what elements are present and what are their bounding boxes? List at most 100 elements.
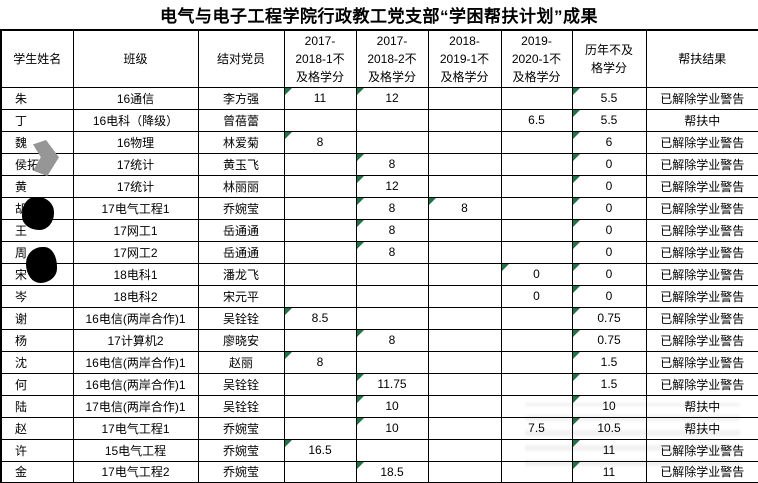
col-header-party-member: 结对党员 bbox=[197, 29, 285, 88]
table-row: 周 17网工2 岳通通 8 0 已解除学业警告 bbox=[0, 240, 758, 264]
error-indicator-triangle-icon bbox=[573, 110, 580, 117]
failed-credits-value: 11 bbox=[602, 464, 616, 479]
assist-result-cell: 已解除学业警告 bbox=[645, 218, 758, 242]
failed-credits-cell bbox=[355, 438, 429, 462]
party-member-cell: 乔婉莹 bbox=[197, 196, 285, 220]
party-member-cell: 李方强 bbox=[197, 86, 285, 110]
failed-credits-cell bbox=[283, 284, 357, 308]
assist-result-cell: 已解除学业警告 bbox=[645, 372, 758, 396]
error-indicator-triangle-icon bbox=[357, 330, 364, 337]
failed-credits-cell bbox=[500, 394, 573, 418]
failed-credits-cell: 5.5 bbox=[571, 86, 647, 110]
failed-credits-value: 11 bbox=[602, 443, 616, 457]
failed-credits-cell bbox=[283, 174, 357, 198]
col-header-term-2019-1: 2019- 2020-1不 及格学分 bbox=[500, 29, 573, 88]
party-member-cell: 吴铨铨 bbox=[197, 306, 285, 330]
failed-credits-cell bbox=[427, 240, 502, 264]
page-title: 电气与电子工程学院行政教工党支部“学困帮扶计划”成果 bbox=[160, 7, 598, 26]
table-row: 谢 16电信(两岸合作)1 吴铨铨 8.5 0.75 已解除学业警告 bbox=[0, 306, 758, 330]
failed-credits-cell bbox=[283, 328, 357, 352]
failed-credits-value: 6 bbox=[605, 135, 613, 149]
class-cell: 17计算机2 bbox=[72, 328, 199, 352]
table-row: 朱 16通信 李方强 11 12 5.5 已解除学业警告 bbox=[0, 86, 758, 110]
failed-credits-cell: 1.5 bbox=[571, 350, 647, 374]
class-cell: 17电气工程2 bbox=[72, 460, 199, 483]
failed-credits-value: 1.5 bbox=[600, 377, 618, 391]
table-body: 朱 16通信 李方强 11 12 5.5 已解除学业警告丁 16电科（降级） 曾蓓蕾 6.5 5.5… bbox=[0, 86, 758, 483]
failed-credits-value: 10 bbox=[602, 399, 616, 413]
class-cell: 18电科1 bbox=[72, 262, 199, 286]
failed-credits-value: 18.5 bbox=[380, 464, 404, 479]
failed-credits-cell bbox=[283, 196, 357, 220]
failed-credits-cell bbox=[427, 152, 502, 176]
table-row: 宋 18电科1 潘龙飞 0 0 已解除学业警告 bbox=[0, 262, 758, 286]
failed-credits-cell bbox=[500, 438, 573, 462]
failed-credits-cell: 0 bbox=[571, 174, 647, 198]
assist-result-cell: 已解除学业警告 bbox=[645, 284, 758, 308]
class-cell: 16电科（降级） bbox=[72, 108, 199, 132]
student-name-cell: 朱 bbox=[0, 86, 74, 110]
failed-credits-cell bbox=[283, 108, 357, 132]
student-name-cell: 周 bbox=[0, 240, 74, 264]
failed-credits-cell bbox=[500, 328, 573, 352]
class-cell: 16物理 bbox=[72, 130, 199, 154]
party-member-cell: 廖晓安 bbox=[197, 328, 285, 352]
failed-credits-cell bbox=[427, 372, 502, 396]
col-header-term-2017-1: 2017- 2018-1不 及格学分 bbox=[283, 29, 357, 88]
error-indicator-triangle-icon bbox=[357, 154, 364, 161]
assist-result-cell: 已解除学业警告 bbox=[645, 438, 758, 462]
header-row: 学生姓名 班级 结对党员 2017- 2018-1不 及格学分 2017- 20… bbox=[0, 29, 758, 88]
table-row: 侯拓 17统计 黄玉飞 8 0 已解除学业警告 bbox=[0, 152, 758, 176]
failed-credits-cell: 8 bbox=[355, 152, 429, 176]
failed-credits-cell: 11 bbox=[571, 438, 647, 462]
failed-credits-value: 0 bbox=[605, 267, 613, 281]
failed-credits-cell: 6 bbox=[571, 130, 647, 154]
class-cell: 15电气工程 bbox=[72, 438, 199, 462]
failed-credits-cell bbox=[500, 174, 573, 198]
assist-result-cell: 已解除学业警告 bbox=[645, 196, 758, 220]
failed-credits-cell: 11.75 bbox=[355, 372, 429, 396]
failed-credits-cell bbox=[283, 152, 357, 176]
error-indicator-triangle-icon bbox=[573, 308, 580, 315]
failed-credits-cell: 10 bbox=[355, 416, 429, 440]
failed-credits-cell: 8 bbox=[355, 218, 429, 242]
failed-credits-value: 8.5 bbox=[311, 311, 329, 325]
party-member-cell: 吴铨铨 bbox=[197, 372, 285, 396]
student-name-cell: 金 bbox=[0, 460, 74, 483]
failed-credits-cell bbox=[427, 460, 502, 483]
error-indicator-triangle-icon bbox=[573, 352, 580, 359]
error-indicator-triangle-icon bbox=[357, 176, 364, 183]
failed-credits-value: 0 bbox=[605, 201, 613, 215]
failed-credits-cell bbox=[500, 86, 573, 110]
party-member-cell: 岳通通 bbox=[197, 240, 285, 264]
failed-credits-cell: 8 bbox=[355, 328, 429, 352]
failed-credits-cell bbox=[427, 218, 502, 242]
failed-credits-cell bbox=[500, 372, 573, 396]
student-name-cell: 黄 bbox=[0, 174, 74, 198]
error-indicator-triangle-icon bbox=[285, 88, 292, 95]
table-row: 岑 18电科2 宋元平 0 0 已解除学业警告 bbox=[0, 284, 758, 308]
failed-credits-cell: 10 bbox=[571, 394, 647, 418]
error-indicator-triangle-icon bbox=[357, 462, 364, 469]
failed-credits-cell: 11 bbox=[283, 86, 357, 110]
failed-credits-value: 1.5 bbox=[600, 355, 618, 369]
student-name-cell: 沈 bbox=[0, 350, 74, 374]
failed-credits-value: 8 bbox=[461, 201, 468, 215]
student-name-cell: 许 bbox=[0, 438, 74, 462]
failed-credits-cell: 10 bbox=[355, 394, 429, 418]
table-row: 丁 16电科（降级） 曾蓓蕾 6.5 5.5 帮扶中 bbox=[0, 108, 758, 132]
table-row: 黄 17统计 林丽丽 12 0 已解除学业警告 bbox=[0, 174, 758, 198]
assist-result-cell: 已解除学业警告 bbox=[645, 262, 758, 286]
assist-result-cell: 已解除学业警告 bbox=[645, 174, 758, 198]
table-row: 赵 17电气工程1 乔婉莹 10 7.5 10.5 帮扶中 bbox=[0, 416, 758, 440]
failed-credits-value: 5.5 bbox=[600, 91, 618, 105]
failed-credits-cell: 10.5 bbox=[571, 416, 647, 440]
table-row: 杨 17计算机2 廖晓安 8 0.75 已解除学业警告 bbox=[0, 328, 758, 352]
assist-result-cell: 已解除学业警告 bbox=[645, 328, 758, 352]
table-row: 陆 17电信(两岸合作)1 吴铨铨 10 10 帮扶中 bbox=[0, 394, 758, 418]
party-member-cell: 乔婉莹 bbox=[197, 416, 285, 440]
failed-credits-cell bbox=[500, 306, 573, 330]
error-indicator-triangle-icon bbox=[285, 308, 292, 315]
error-indicator-triangle-icon bbox=[573, 132, 580, 139]
failed-credits-cell: 18.5 bbox=[355, 460, 429, 483]
